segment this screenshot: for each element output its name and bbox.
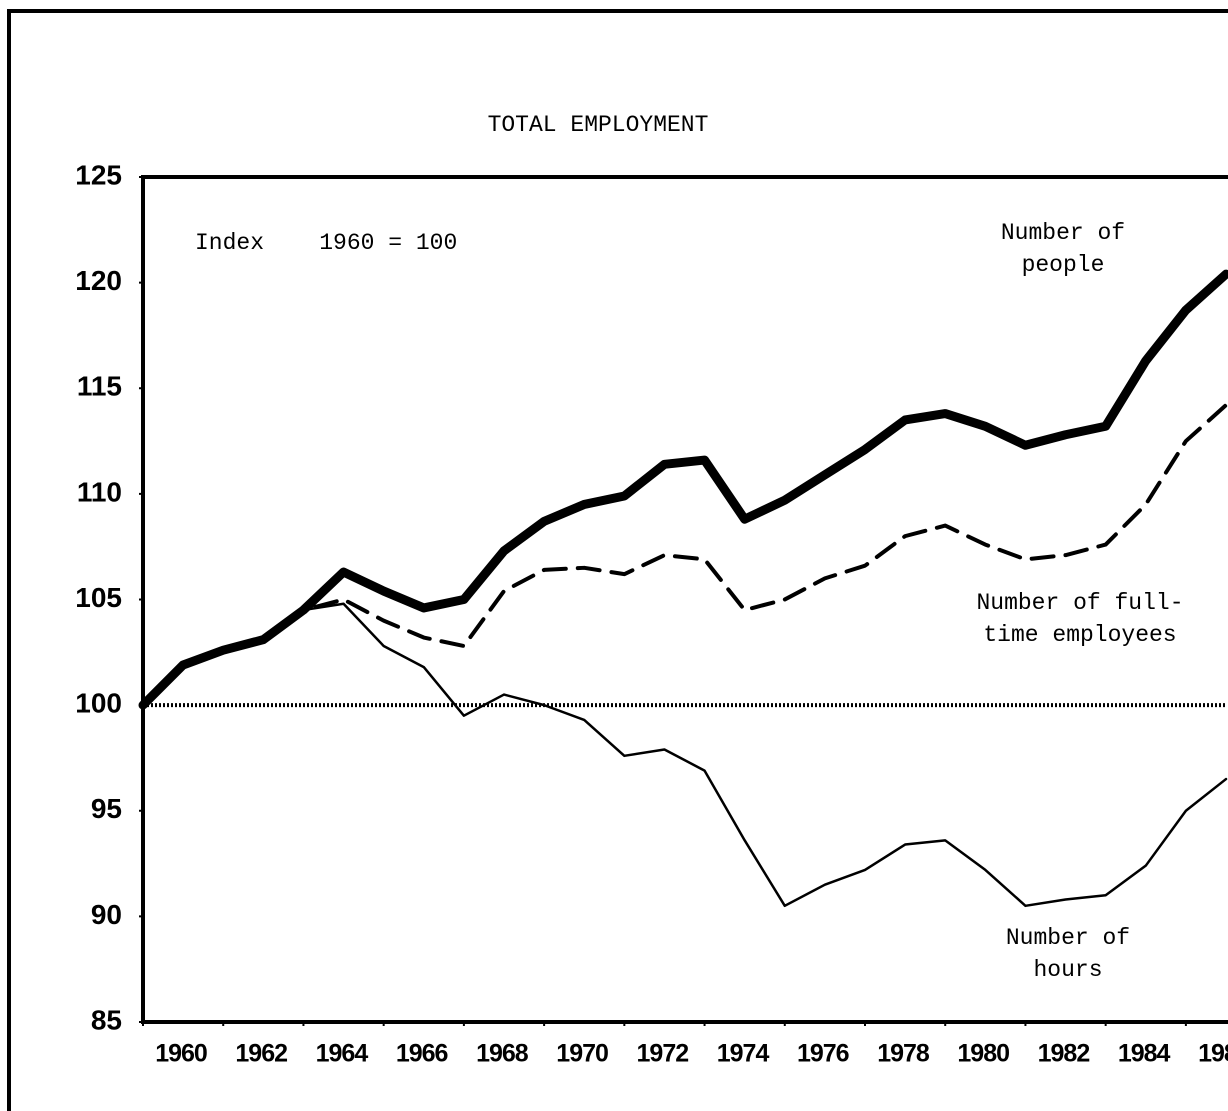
x-tick-label: 1964 [316, 1040, 369, 1068]
annotation: time employees [983, 622, 1176, 648]
x-tick-label: 1978 [877, 1040, 930, 1068]
y-tick-label: 120 [75, 265, 122, 296]
annotation: Number of [1006, 925, 1130, 951]
x-tick-label: 1962 [235, 1040, 287, 1068]
annotation: Index 1960 = 100 [195, 230, 457, 256]
x-tick-label: 1968 [476, 1040, 529, 1068]
x-tick-label: 1970 [556, 1040, 608, 1068]
series-line [141, 602, 1228, 908]
outer-frame [7, 9, 1228, 1111]
y-tick-label: 105 [75, 582, 122, 613]
x-tick-label: 1974 [717, 1040, 770, 1068]
x-tick-label: 1972 [637, 1040, 689, 1068]
y-tick-label: 125 [75, 159, 122, 190]
annotation: people [1022, 252, 1105, 278]
y-tick-label: 85 [91, 1004, 122, 1035]
annotation: hours [1033, 957, 1102, 983]
series-line [141, 403, 1228, 708]
x-tick-label: 1966 [396, 1040, 448, 1068]
y-tick-label: 100 [75, 688, 122, 719]
x-tick-label: 1982 [1038, 1040, 1090, 1068]
x-tick-label: 1960 [155, 1040, 207, 1068]
chart-title: TOTAL EMPLOYMENT [488, 112, 709, 138]
x-tick-label: 1984 [1118, 1040, 1171, 1068]
x-tick-label: 1976 [797, 1040, 849, 1068]
y-tick-label: 95 [91, 793, 122, 824]
x-tick-label: 1986 [1198, 1040, 1228, 1068]
y-tick-label: 110 [77, 476, 122, 507]
x-tick-label: 1980 [957, 1040, 1009, 1068]
series-line [138, 269, 1228, 710]
annotation: Number of full- [976, 590, 1183, 616]
y-tick-label: 90 [91, 899, 122, 930]
y-tick-label: 115 [77, 371, 122, 402]
annotation: Number of [1001, 220, 1125, 246]
